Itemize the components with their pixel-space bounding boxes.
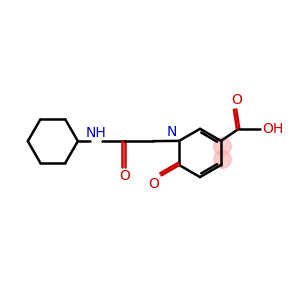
Text: O: O bbox=[231, 93, 242, 107]
Circle shape bbox=[214, 138, 231, 155]
Text: N: N bbox=[167, 124, 177, 139]
Text: O: O bbox=[119, 169, 130, 183]
Text: OH: OH bbox=[262, 122, 284, 136]
Circle shape bbox=[214, 151, 231, 168]
Text: O: O bbox=[148, 177, 159, 191]
Text: NH: NH bbox=[85, 126, 106, 140]
